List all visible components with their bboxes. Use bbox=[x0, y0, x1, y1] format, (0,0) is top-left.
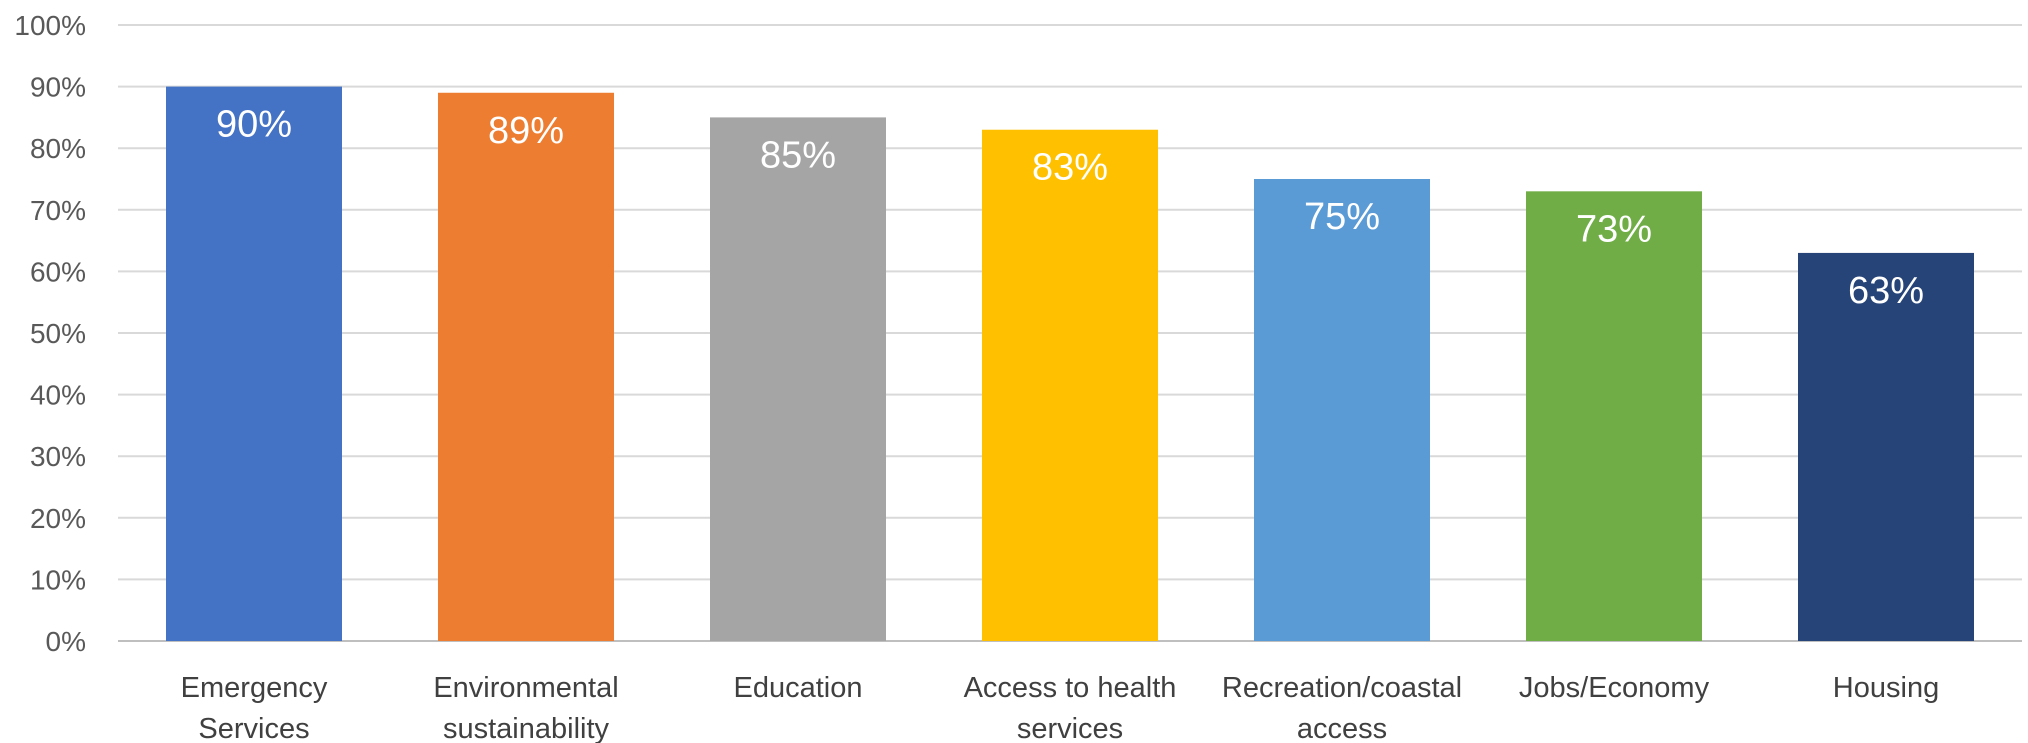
category-label: Recreation/coastal access bbox=[1222, 672, 1462, 743]
data-label: 85% bbox=[760, 134, 836, 176]
y-tick-label: 30% bbox=[30, 441, 86, 472]
bars bbox=[166, 86, 1974, 642]
category-label: Access to health services bbox=[964, 672, 1177, 743]
y-tick-label: 100% bbox=[14, 10, 86, 41]
data-label: 90% bbox=[216, 104, 292, 146]
category-label: Jobs/Economy bbox=[1519, 672, 1710, 704]
data-label: 89% bbox=[488, 110, 564, 152]
y-tick-label: 20% bbox=[30, 503, 86, 534]
y-tick-label: 0% bbox=[46, 626, 86, 657]
category-label: Environmental sustainability bbox=[433, 672, 618, 743]
y-axis-tick-labels: 0% 10% 20% 30% 40% 50% 60% 70% 80% 90% 100% bbox=[14, 10, 86, 657]
y-tick-label: 10% bbox=[30, 564, 86, 595]
bar bbox=[1254, 179, 1430, 641]
category-label: Education bbox=[734, 672, 863, 704]
y-tick-label: 80% bbox=[30, 133, 86, 164]
bar bbox=[710, 117, 886, 641]
bar bbox=[982, 129, 1158, 641]
data-label: 63% bbox=[1848, 270, 1924, 312]
y-tick-label: 40% bbox=[30, 380, 86, 411]
y-tick-label: 60% bbox=[30, 256, 86, 287]
category-labels: Emergency Services Environmental sustainabi… bbox=[181, 672, 1940, 743]
bar bbox=[438, 92, 614, 641]
category-label: Emergency Services bbox=[181, 672, 328, 743]
bar bbox=[1798, 252, 1974, 642]
y-tick-label: 50% bbox=[30, 318, 86, 349]
bar bbox=[166, 86, 342, 642]
data-label: 75% bbox=[1304, 196, 1380, 238]
data-label: 83% bbox=[1032, 147, 1108, 189]
data-label: 73% bbox=[1576, 208, 1652, 250]
y-tick-label: 70% bbox=[30, 195, 86, 226]
data-labels: 90% 89% 85% 83% 75% 73% 63% bbox=[216, 104, 1924, 312]
bar bbox=[1526, 191, 1702, 641]
y-tick-label: 90% bbox=[30, 72, 86, 103]
category-label: Housing bbox=[1833, 672, 1939, 704]
